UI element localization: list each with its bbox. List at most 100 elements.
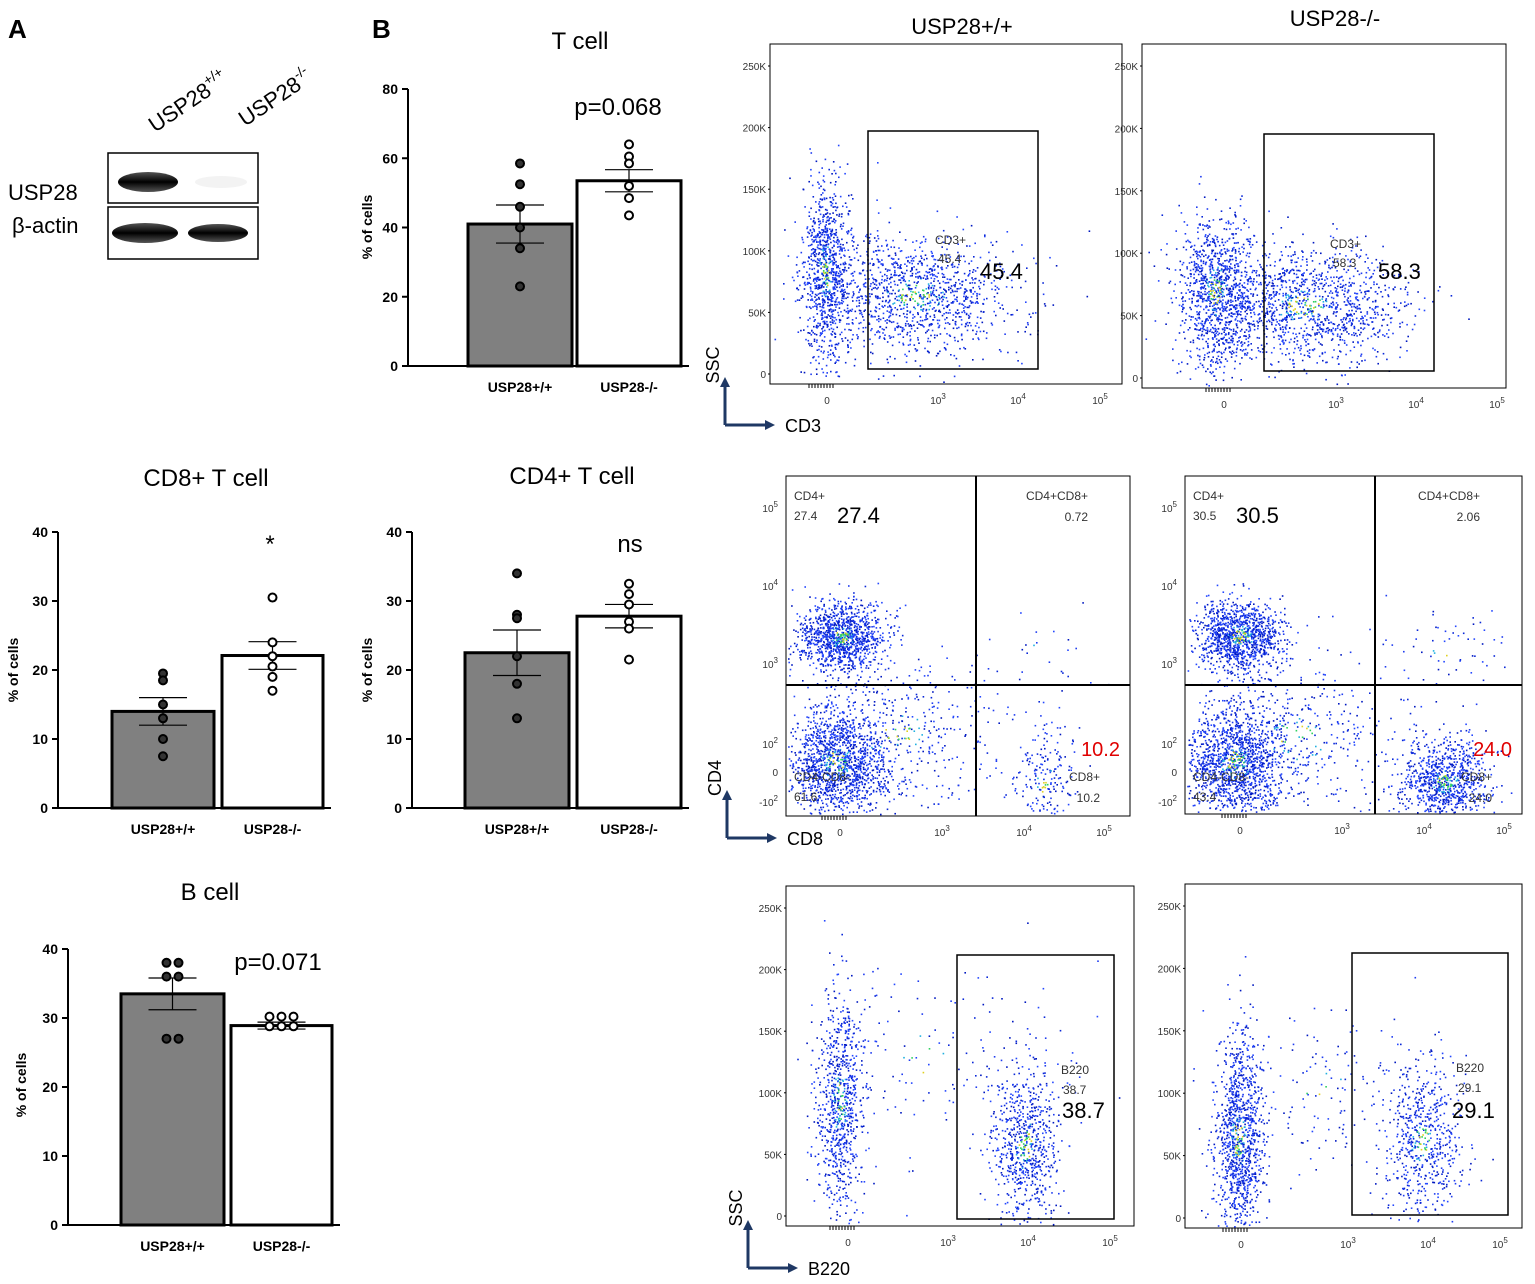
event-dot xyxy=(1186,284,1188,286)
event-dot xyxy=(1213,276,1216,279)
event-dot xyxy=(1221,302,1224,304)
event-dot xyxy=(1148,251,1150,254)
event-dot xyxy=(877,266,880,269)
event-dot xyxy=(1272,304,1275,307)
event-dot xyxy=(1247,344,1250,346)
event-dot xyxy=(826,274,829,277)
event-dot xyxy=(928,302,930,305)
event-dot xyxy=(1232,233,1235,236)
event-dot xyxy=(1274,327,1276,330)
event-dot xyxy=(858,305,860,307)
event-dot xyxy=(951,264,954,266)
event-dot xyxy=(1324,262,1326,265)
event-dot xyxy=(868,301,871,303)
event-dot xyxy=(922,308,925,310)
event-dot xyxy=(1373,311,1376,313)
event-dot xyxy=(834,316,836,319)
event-dot xyxy=(1226,327,1229,329)
event-dot xyxy=(841,655,844,658)
event-dot xyxy=(917,263,919,265)
event-dot xyxy=(843,268,846,271)
event-dot xyxy=(919,365,922,367)
event-dot xyxy=(939,311,942,313)
event-dot xyxy=(914,291,916,293)
event-dot xyxy=(1213,296,1215,298)
event-dot xyxy=(978,279,981,282)
event-dot xyxy=(1220,275,1223,278)
event-dot xyxy=(1325,378,1327,381)
event-dot xyxy=(830,271,832,273)
event-dot xyxy=(1002,308,1004,310)
event-dot xyxy=(1191,302,1193,304)
event-dot xyxy=(1246,283,1249,285)
event-dot xyxy=(822,271,825,274)
event-dot xyxy=(1218,272,1220,275)
x-category-label: USP28+/+ xyxy=(131,821,196,837)
event-dot xyxy=(1392,332,1394,335)
data-point xyxy=(161,1033,172,1044)
event-dot xyxy=(847,213,850,216)
event-dot xyxy=(1199,256,1202,258)
event-dot xyxy=(1199,223,1201,225)
event-dot xyxy=(1406,291,1409,294)
event-dot xyxy=(842,284,844,286)
event-dot xyxy=(1299,293,1301,295)
event-dot xyxy=(978,338,980,341)
event-dot xyxy=(1291,305,1293,308)
event-dot xyxy=(837,613,839,615)
event-dot xyxy=(822,257,825,260)
event-dot xyxy=(1208,233,1211,236)
event-dot xyxy=(807,319,809,321)
event-dot xyxy=(816,373,818,375)
event-dot xyxy=(1224,279,1226,281)
event-dot xyxy=(1196,281,1198,283)
event-dot xyxy=(869,262,871,265)
event-dot xyxy=(1223,327,1226,329)
event-dot xyxy=(1222,294,1224,297)
event-dot xyxy=(1273,242,1276,244)
event-dot xyxy=(1404,301,1406,303)
event-dot xyxy=(1219,289,1221,292)
event-dot xyxy=(825,224,827,226)
event-dot xyxy=(1199,305,1202,308)
event-dot xyxy=(909,275,912,277)
event-dot xyxy=(1285,324,1288,327)
event-dot xyxy=(1211,313,1214,316)
event-dot xyxy=(1239,294,1242,297)
event-dot xyxy=(822,320,824,323)
event-dot xyxy=(937,237,940,240)
event-dot xyxy=(840,228,843,230)
event-dot xyxy=(827,325,829,327)
event-dot xyxy=(807,642,810,645)
event-dot xyxy=(1368,290,1370,293)
event-dot xyxy=(849,259,852,261)
event-dot xyxy=(1239,289,1241,291)
event-dot xyxy=(1188,240,1190,243)
event-dot xyxy=(1221,238,1224,241)
event-dot xyxy=(973,256,975,258)
event-dot xyxy=(1203,284,1206,287)
event-dot xyxy=(1253,270,1256,272)
event-dot xyxy=(1284,269,1286,272)
event-dot xyxy=(1225,285,1227,287)
data-point xyxy=(267,661,278,672)
event-dot xyxy=(1330,330,1333,332)
event-dot xyxy=(1248,301,1251,303)
event-dot xyxy=(1319,326,1321,329)
event-dot xyxy=(1198,270,1201,273)
event-dot xyxy=(1230,335,1233,338)
event-dot xyxy=(838,267,841,270)
event-dot xyxy=(1243,218,1246,220)
event-dot xyxy=(872,250,875,253)
event-dot xyxy=(1194,250,1197,253)
event-dot xyxy=(862,316,864,318)
event-dot xyxy=(1264,281,1267,283)
event-dot xyxy=(1365,319,1368,321)
event-dot xyxy=(1201,286,1203,288)
event-dot xyxy=(1356,292,1359,295)
event-dot xyxy=(1258,337,1261,339)
event-dot xyxy=(831,330,834,333)
event-dot xyxy=(925,316,927,318)
event-dot xyxy=(1279,288,1281,291)
